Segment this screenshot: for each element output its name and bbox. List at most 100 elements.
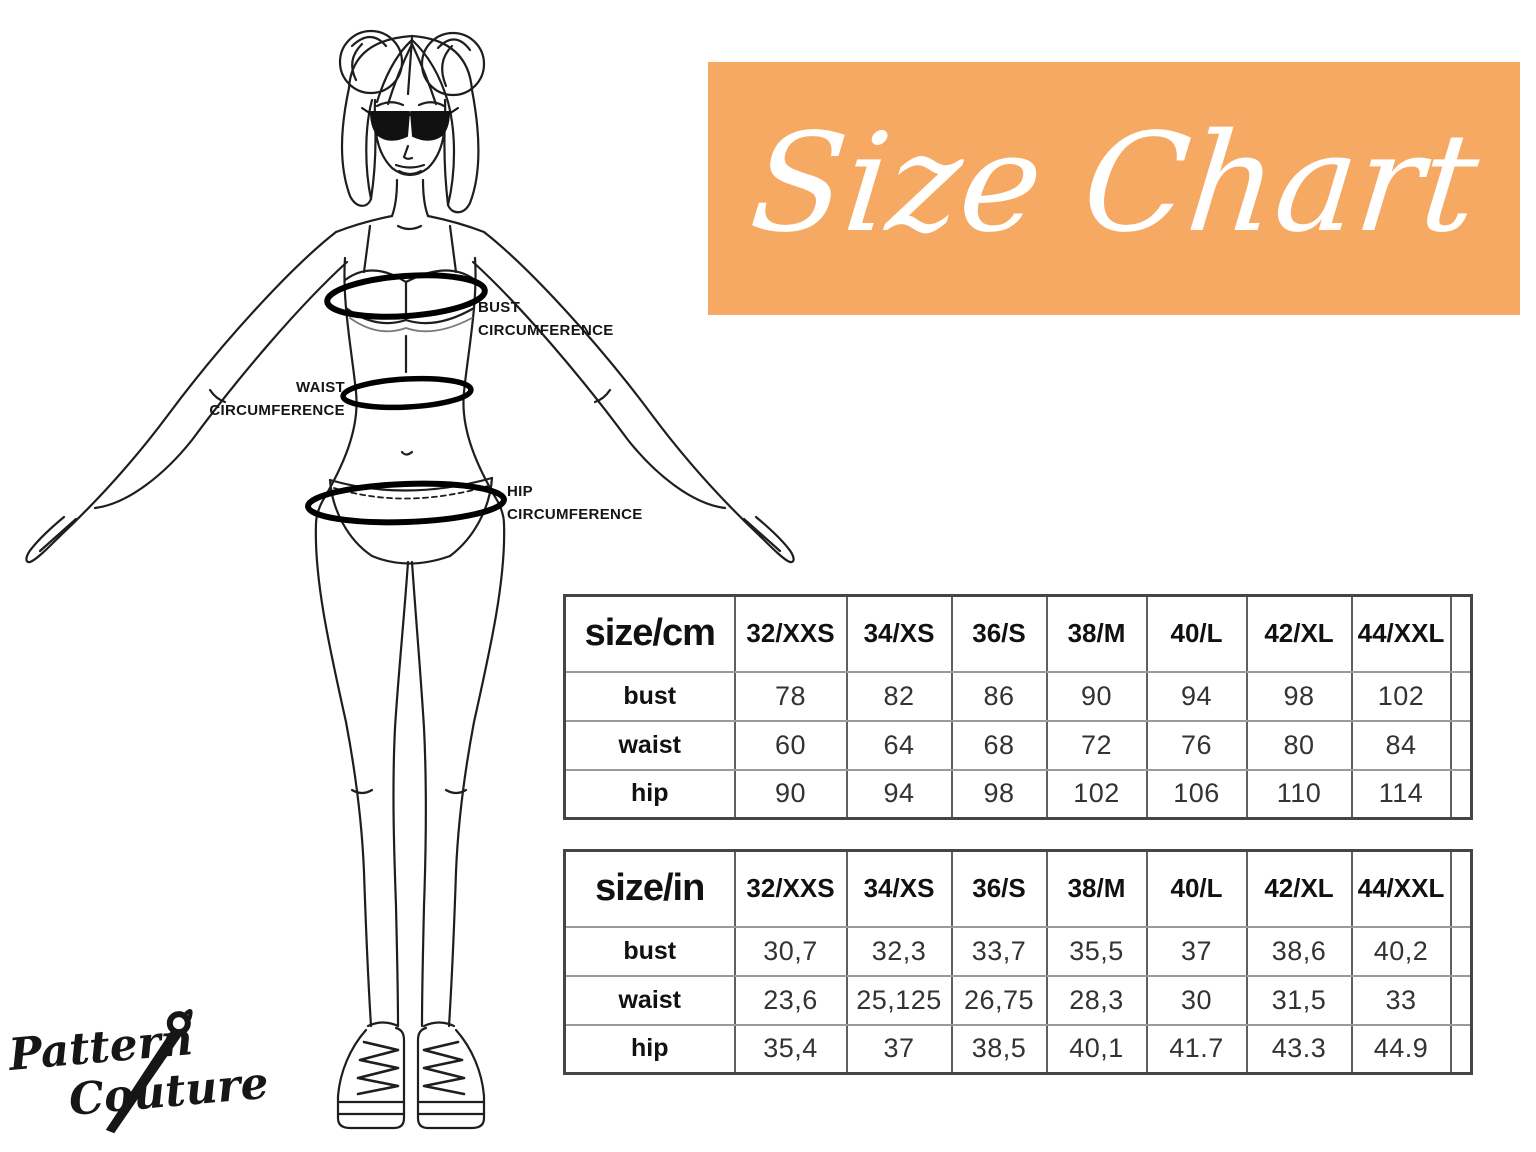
value-cell: 43.3 [1245, 1023, 1353, 1075]
size-header-cell: 34/XS [845, 594, 953, 673]
page-title: Size Chart [744, 104, 1486, 263]
value-cell: 25,125 [845, 974, 953, 1026]
value-cell: 94 [1145, 670, 1248, 722]
bust-circumference-label: BUST CIRCUMFERENCE [478, 296, 614, 343]
value-cell: 98 [1245, 670, 1353, 722]
measurement-label-cell: hip [563, 768, 736, 820]
value-cell: 38,5 [950, 1023, 1048, 1075]
measurement-label-cell: waist [563, 719, 736, 771]
bust-label-line2: CIRCUMFERENCE [478, 322, 614, 340]
unit-header-cell: size/in [563, 849, 736, 928]
measurement-label-cell: bust [563, 670, 736, 722]
value-cell: 102 [1350, 670, 1452, 722]
spacer-cell [1450, 849, 1473, 928]
unit-header-cell: size/cm [563, 594, 736, 673]
table-header-row: size/in 32/XXS 34/XS 36/S 38/M 40/L 42/XL 44/XX… [563, 849, 1473, 928]
value-cell: 28,3 [1045, 974, 1148, 1026]
value-cell: 23,6 [733, 974, 848, 1026]
size-table-in: size/in 32/XXS 34/XS 36/S 38/M 40/L 42/XL 44/XX… [563, 849, 1473, 1075]
value-cell: 33,7 [950, 925, 1048, 977]
measurement-row: hip 90 94 98 102 106 110 114 [563, 768, 1473, 820]
value-cell: 30,7 [733, 925, 848, 977]
measurement-label-cell: hip [563, 1023, 736, 1075]
value-cell: 82 [845, 670, 953, 722]
value-cell: 35,4 [733, 1023, 848, 1075]
value-cell: 94 [845, 768, 953, 820]
size-header-cell: 38/M [1045, 594, 1148, 673]
value-cell: 40,1 [1045, 1023, 1148, 1075]
size-table-cm: size/cm 32/XXS 34/XS 36/S 38/M 40/L 42/XL 44/XX… [563, 594, 1473, 820]
value-cell: 86 [950, 670, 1048, 722]
value-cell: 84 [1350, 719, 1452, 771]
waist-label-line1: WAIST [296, 379, 345, 396]
measurement-label-cell: waist [563, 974, 736, 1026]
value-cell: 26,75 [950, 974, 1048, 1026]
value-cell: 37 [1145, 925, 1248, 977]
spacer-cell [1450, 719, 1473, 771]
measurement-row: waist 60 64 68 72 76 80 84 [563, 719, 1473, 771]
measurement-row: bust 78 82 86 90 94 98 102 [563, 670, 1473, 722]
sneaker-left [336, 1021, 406, 1130]
measurement-row: waist 23,6 25,125 26,75 28,3 30 31,5 33 [563, 974, 1473, 1026]
spacer-cell [1450, 974, 1473, 1026]
hair-bun-left [338, 29, 404, 95]
hip-label-line1: HIP [507, 483, 533, 500]
measurement-label-cell: bust [563, 925, 736, 977]
value-cell: 114 [1350, 768, 1452, 820]
size-header-cell: 42/XL [1245, 849, 1353, 928]
value-cell: 106 [1145, 768, 1248, 820]
value-cell: 33 [1350, 974, 1452, 1026]
sneaker-right [416, 1021, 486, 1130]
value-cell: 40,2 [1350, 925, 1452, 977]
needle-icon [105, 1009, 193, 1134]
size-header-cell: 40/L [1145, 849, 1248, 928]
value-cell: 41.7 [1145, 1023, 1248, 1075]
hip-circumference-label: HIP CIRCUMFERENCE [507, 480, 643, 527]
value-cell: 90 [733, 768, 848, 820]
spacer-cell [1450, 594, 1473, 673]
waist-ring [340, 375, 474, 411]
waist-label-line2: CIRCUMFERENCE [209, 402, 345, 420]
value-cell: 76 [1145, 719, 1248, 771]
value-cell: 31,5 [1245, 974, 1353, 1026]
size-header-cell: 34/XS [845, 849, 953, 928]
size-header-cell: 38/M [1045, 849, 1148, 928]
value-cell: 32,3 [845, 925, 953, 977]
value-cell: 38,6 [1245, 925, 1353, 977]
size-header-cell: 32/XXS [733, 594, 848, 673]
value-cell: 68 [950, 719, 1048, 771]
value-cell: 37 [845, 1023, 953, 1075]
size-header-cell: 36/S [950, 594, 1048, 673]
value-cell: 102 [1045, 768, 1148, 820]
value-cell: 30 [1145, 974, 1248, 1026]
fashion-figure: BUST CIRCUMFERENCE WAIST CIRCUMFERENCE H… [25, 29, 795, 1130]
value-cell: 90 [1045, 670, 1148, 722]
measurement-rings [305, 272, 507, 526]
value-cell: 35,5 [1045, 925, 1148, 977]
value-cell: 44.9 [1350, 1023, 1452, 1075]
size-header-cell: 32/XXS [733, 849, 848, 928]
banner: Size Chart [708, 62, 1520, 315]
size-header-cell: 44/XXL [1350, 594, 1452, 673]
table-header-row: size/cm 32/XXS 34/XS 36/S 38/M 40/L 42/XL 44/XX… [563, 594, 1473, 673]
value-cell: 78 [733, 670, 848, 722]
value-cell: 80 [1245, 719, 1353, 771]
measurement-row: hip 35,4 37 38,5 40,1 41.7 43.3 44.9 [563, 1023, 1473, 1075]
size-header-cell: 42/XL [1245, 594, 1353, 673]
brand-logo: Pattern Couture [0, 1004, 299, 1152]
waist-circumference-label: WAIST CIRCUMFERENCE [145, 376, 345, 423]
spacer-cell [1450, 670, 1473, 722]
value-cell: 98 [950, 768, 1048, 820]
hip-label-line2: CIRCUMFERENCE [507, 506, 643, 524]
value-cell: 64 [845, 719, 953, 771]
value-cell: 60 [733, 719, 848, 771]
value-cell: 72 [1045, 719, 1148, 771]
bust-ring [324, 272, 488, 320]
size-header-cell: 40/L [1145, 594, 1248, 673]
spacer-cell [1450, 925, 1473, 977]
value-cell: 110 [1245, 768, 1353, 820]
hip-ring [305, 480, 507, 526]
sunglasses-icon [361, 107, 459, 141]
bust-label-line1: BUST [478, 299, 521, 316]
